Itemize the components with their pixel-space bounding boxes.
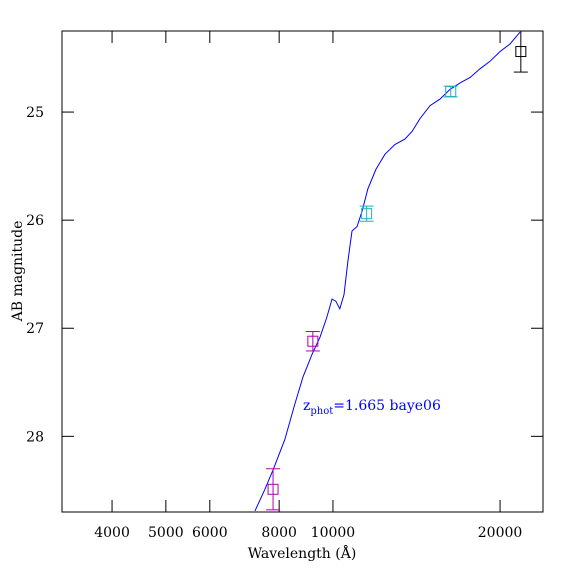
y-axis-label: AB magnitude	[10, 221, 26, 323]
photometry-point	[445, 86, 457, 98]
x-tick-label: 8000	[261, 525, 297, 541]
plot-frame	[61, 30, 544, 513]
x-tick-label: 4000	[94, 525, 130, 541]
x-tick-label: 5000	[148, 525, 184, 541]
x-tick-label: 6000	[192, 525, 228, 541]
photometry-point	[515, 46, 527, 58]
error-bar	[266, 468, 281, 511]
y-tick-label: 26	[26, 213, 44, 229]
x-tick-label: 20000	[478, 525, 523, 541]
model-sed-line	[254, 31, 521, 512]
annotation: zphot=1.665 baye06	[303, 398, 441, 417]
photometry-point	[267, 483, 279, 495]
y-tick-label: 28	[26, 429, 44, 445]
plot-area	[254, 31, 528, 512]
error-bar	[305, 330, 320, 352]
photometry-point	[361, 208, 373, 220]
x-axis-label: Wavelength (Å)	[248, 544, 357, 562]
annotation-rest: =1.665 baye06	[333, 398, 441, 414]
error-bar	[513, 31, 528, 73]
y-tick-label: 27	[26, 321, 44, 337]
y-tick-label: 25	[26, 105, 44, 121]
annotation-main: z	[303, 398, 310, 414]
x-tick-label: 10000	[311, 525, 356, 541]
photometry-point	[307, 335, 319, 347]
annotation-sub: phot	[310, 406, 333, 417]
